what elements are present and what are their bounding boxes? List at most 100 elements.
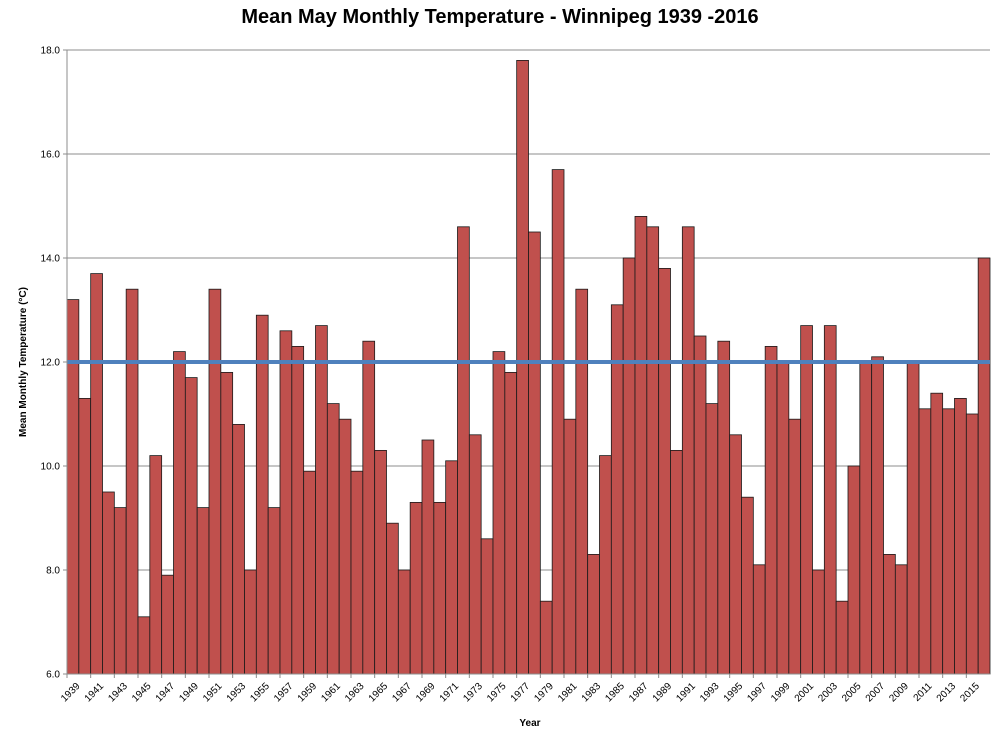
bar-1970 bbox=[433, 501, 447, 675]
x-tick-label: 1959 bbox=[296, 681, 320, 705]
bar-1942 bbox=[102, 491, 115, 675]
bar-1948 bbox=[173, 351, 186, 675]
bar-1945 bbox=[137, 616, 151, 675]
bar-1973 bbox=[468, 434, 482, 675]
x-tick-label: 2011 bbox=[912, 681, 935, 704]
x-tick-label: 1993 bbox=[698, 681, 722, 705]
x-tick-label: 1999 bbox=[769, 681, 793, 705]
bar-1983 bbox=[587, 554, 600, 675]
bar-1998 bbox=[764, 345, 778, 675]
bar-1978 bbox=[528, 231, 541, 675]
x-tick-label: 1977 bbox=[509, 681, 533, 705]
x-tick-label: 1963 bbox=[343, 681, 367, 705]
bar-2005 bbox=[847, 465, 861, 675]
bar-1981 bbox=[563, 418, 577, 675]
bar-1975 bbox=[492, 351, 506, 675]
x-tick-label: 1943 bbox=[106, 681, 130, 705]
bar-1943 bbox=[113, 507, 127, 675]
bar-1961 bbox=[326, 403, 340, 675]
x-tick-label: 1987 bbox=[627, 681, 651, 705]
bar-1952 bbox=[220, 371, 234, 675]
bar-2011 bbox=[918, 408, 932, 675]
bar-1968 bbox=[409, 501, 423, 675]
bar-2014 bbox=[954, 397, 967, 675]
bar-2004 bbox=[835, 600, 849, 675]
bar-1991 bbox=[681, 226, 695, 675]
y-tick-label: 14.0 bbox=[41, 254, 61, 265]
bar-1997 bbox=[752, 564, 766, 675]
x-tick-label: 1975 bbox=[485, 681, 509, 705]
x-tick-label: 1983 bbox=[580, 681, 604, 705]
bar-1972 bbox=[457, 226, 470, 675]
bar-1967 bbox=[397, 569, 411, 675]
x-tick-label: 1979 bbox=[532, 681, 556, 705]
y-tick-label: 10.0 bbox=[41, 462, 61, 473]
bar-1974 bbox=[480, 538, 494, 675]
x-tick-label: 2013 bbox=[935, 681, 959, 705]
bar-1986 bbox=[622, 257, 636, 675]
bar-1941 bbox=[90, 273, 103, 675]
bar-1992 bbox=[693, 335, 707, 675]
bar-1955 bbox=[255, 314, 269, 675]
x-tick-label: 2007 bbox=[864, 681, 888, 705]
x-tick-label: 1955 bbox=[248, 681, 272, 705]
x-tick-label: 1973 bbox=[461, 681, 485, 705]
bar-1989 bbox=[658, 267, 671, 675]
x-tick-label: 1997 bbox=[745, 681, 769, 705]
bar-1996 bbox=[741, 496, 754, 675]
x-tick-label: 1981 bbox=[556, 681, 580, 705]
bar-1995 bbox=[729, 434, 742, 675]
bar-1980 bbox=[551, 169, 565, 675]
bar-2015 bbox=[965, 413, 979, 675]
bar-1963 bbox=[350, 470, 364, 675]
x-tick-label: 2005 bbox=[840, 681, 864, 705]
x-tick-label: 1985 bbox=[603, 681, 627, 705]
x-tick-label: 1965 bbox=[367, 681, 391, 705]
bar-1953 bbox=[232, 423, 245, 675]
bar-1958 bbox=[291, 345, 305, 675]
y-axis-title: Mean Monthly Temperature (°C) bbox=[18, 287, 29, 437]
x-tick-label: 1957 bbox=[272, 681, 296, 705]
bar-1960 bbox=[315, 325, 328, 675]
bar-2001 bbox=[800, 325, 813, 675]
x-tick-label: 2003 bbox=[816, 681, 840, 705]
bar-1984 bbox=[599, 455, 612, 675]
x-tick-labels: 1939 1941 1943 1945 1947 1949 1951 1953 1955 1957… bbox=[59, 674, 982, 704]
bar-1990 bbox=[670, 449, 683, 675]
axes bbox=[66, 50, 990, 675]
bar-1982 bbox=[575, 288, 589, 675]
chart-title: Mean May Monthly Temperature - Winnipeg … bbox=[241, 6, 759, 28]
bar-1969 bbox=[421, 439, 435, 675]
bar-1966 bbox=[386, 522, 399, 675]
x-tick-label: 2015 bbox=[958, 681, 982, 705]
bar-1999 bbox=[776, 361, 790, 675]
bar-1962 bbox=[338, 418, 352, 675]
bar-1939 bbox=[66, 299, 80, 675]
bar-2000 bbox=[788, 418, 802, 675]
bar-2010 bbox=[906, 361, 920, 675]
bar-1946 bbox=[149, 455, 163, 675]
bar-2007 bbox=[871, 356, 884, 675]
y-tick-label: 16.0 bbox=[41, 150, 61, 161]
bar-1951 bbox=[208, 288, 222, 675]
bar-1994 bbox=[717, 340, 731, 675]
y-tick-label: 6.0 bbox=[46, 670, 60, 681]
bar-1944 bbox=[125, 288, 139, 675]
bar-2016 bbox=[977, 257, 991, 675]
bar-2006 bbox=[859, 361, 873, 675]
bar-1965 bbox=[374, 449, 387, 675]
bar-1956 bbox=[267, 507, 281, 675]
x-tick-label: 1949 bbox=[177, 681, 201, 705]
x-tick-label: 1971 bbox=[438, 681, 462, 705]
x-tick-label: 1989 bbox=[651, 681, 675, 705]
bar-2008 bbox=[883, 554, 896, 675]
bar-1976 bbox=[504, 371, 518, 675]
x-tick-label: 1951 bbox=[201, 681, 225, 705]
x-axis-title: Year bbox=[519, 718, 540, 729]
x-tick-label: 2009 bbox=[887, 681, 911, 705]
bar-2013 bbox=[942, 408, 955, 675]
x-tick-label: 1961 bbox=[319, 681, 343, 705]
bar-1987 bbox=[634, 215, 648, 675]
x-tick-label: 1967 bbox=[390, 681, 414, 705]
